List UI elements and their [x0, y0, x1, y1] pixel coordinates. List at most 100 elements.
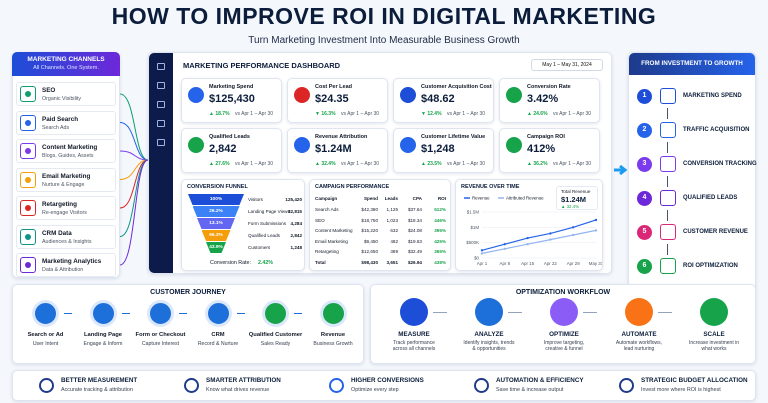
- kpi-card: Customer Acquisition Cost $48.62 ▼ 12.4% vs…: [393, 78, 494, 123]
- x-tick-label: May 31: [589, 261, 602, 266]
- kpi-icon: [188, 87, 204, 103]
- journey-step: Revenue: [320, 332, 346, 338]
- kpi-icon: [506, 137, 522, 153]
- channel-icon: [20, 143, 36, 159]
- table-cell: 395%: [434, 228, 446, 233]
- workflow-icon: [700, 298, 728, 326]
- workflow-icon: [475, 298, 503, 326]
- step-label: TRAFFIC ACQUISITION: [683, 127, 750, 133]
- channel-item: SEO Organic Visibility: [16, 82, 116, 106]
- funnel-value: 4,284: [290, 221, 303, 226]
- kpi-value: $1.24M: [315, 143, 352, 155]
- kpi-value: $125,430: [209, 93, 255, 105]
- kpi-label: Customer Acquisition Cost: [421, 84, 492, 90]
- channel-desc: Nurture & Engage: [42, 181, 85, 188]
- benefit-title: AUTOMATION & EFFICIENCY: [496, 377, 584, 384]
- journey-arrow: [294, 313, 302, 314]
- table-cell: 425%: [434, 238, 446, 244]
- y-tick-label: $1M: [470, 225, 479, 230]
- journey-icon: [262, 300, 289, 327]
- journey-icon: [147, 300, 174, 327]
- funnel-stage: 66.3%: [201, 230, 231, 241]
- point: [526, 243, 529, 246]
- step-number: 2: [637, 123, 652, 138]
- workflow-panel: OPTIMIZATION WORKFLOW MEASURE Track perfor…: [370, 284, 756, 364]
- growth-header: FROM INVESTMENT TO GROWTH: [629, 53, 755, 75]
- point: [503, 247, 506, 250]
- funnel-percent: 26.2%: [209, 208, 223, 214]
- step-label: CONVERSION TRACKING: [683, 161, 757, 167]
- sidebar-icon: [157, 101, 165, 108]
- funnel-stage: 43.9%: [206, 242, 226, 253]
- growth-title: FROM INVESTMENT TO GROWTH: [641, 60, 743, 67]
- subtitle: Turn Marketing Investment Into Measurabl…: [248, 35, 520, 46]
- channel-icon-dot: [25, 205, 31, 211]
- journey-arrow: [179, 313, 187, 314]
- channel-desc: Blogs, Guides, Assets: [42, 153, 94, 159]
- revenue-chart: Revenue Attributed Revenue $0 $500K $1M $1.5M…: [464, 196, 602, 266]
- x-tick-label: Apr 1: [477, 261, 488, 266]
- funnel-percent: 43.9%: [209, 244, 223, 250]
- workflow-step: ANALYZE: [474, 331, 504, 338]
- funnel-value: 1,248: [290, 245, 303, 250]
- channel-icon-dot: [25, 91, 31, 97]
- flow-arrow: [614, 164, 628, 176]
- x-tick-label: Apr 15: [521, 261, 534, 266]
- total-box: Total Revenue $1.24M ▲ 32.4%: [556, 186, 598, 210]
- step-number-text: 1: [642, 92, 647, 99]
- channel-name: Paid Search: [42, 115, 79, 123]
- funnel-stage: 100%: [188, 194, 244, 205]
- journey-step: Qualified Customer: [248, 332, 303, 338]
- workflow-arrow: [583, 312, 597, 313]
- point: [480, 249, 484, 252]
- chart-title: REVENUE OVER TIME: [461, 184, 520, 190]
- kpi-compare: vs Apr 1 – Apr 30: [553, 161, 592, 167]
- funnel-label: Landing Page Views: [248, 209, 290, 214]
- funnel-panel: CONVERSION FUNNEL 100% Visitors 125,420 26.2…: [181, 179, 305, 271]
- journey-icon: [204, 300, 232, 327]
- table-cell: $98,430: [361, 259, 378, 265]
- kpi-change: ▲ 27.6%: [209, 161, 230, 167]
- kpi-icon: [294, 87, 310, 103]
- journey-icon: [319, 300, 347, 327]
- journey-arrow: [64, 313, 72, 314]
- point: [594, 229, 598, 232]
- date-range: May 1 – May 31, 2024: [531, 59, 603, 71]
- workflow-icon: [625, 298, 653, 326]
- step-icon: [660, 258, 676, 274]
- revenue-panel: REVENUE OVER TIME Total Revenue $1.24M ▲ 32…: [455, 179, 603, 271]
- x-tick-label: Apr 22: [544, 261, 557, 266]
- table-cell: ROI: [437, 196, 446, 201]
- step-number-text: 6: [642, 262, 647, 269]
- funnel-stage: 13.1%: [197, 218, 235, 229]
- total-value: $1.24M: [561, 195, 587, 204]
- kpi-change: ▲ 18.7%: [209, 111, 230, 117]
- table-cell: 438%: [434, 259, 446, 265]
- kpi-change: ▲ 24.6%: [527, 111, 548, 117]
- connector: [119, 93, 149, 161]
- benefit-icon: [619, 378, 634, 393]
- table-cell: $18.34: [407, 217, 422, 223]
- table-cell: 1,023: [386, 217, 399, 223]
- benefit-desc: Optimize every step: [351, 387, 399, 393]
- journey-icon: [89, 300, 117, 327]
- workflow-step: SCALE: [703, 331, 725, 338]
- channel-icon-dot: [25, 262, 31, 268]
- benefit-title: BETTER MEASUREMENT: [61, 377, 138, 384]
- journey-icon: [32, 300, 59, 327]
- table-cell: 365%: [434, 249, 446, 254]
- kpi-label: Conversion Rate: [527, 84, 571, 90]
- step-label: QUALIFIED LEADS: [683, 195, 738, 201]
- funnel-value: 125,420: [285, 197, 302, 202]
- benefit-title: HIGHER CONVERSIONS: [351, 377, 424, 384]
- table-cell: CPA: [412, 196, 422, 201]
- x-tick-label: Apr 8: [500, 261, 511, 266]
- journey-step: Form or Checkout: [135, 332, 186, 338]
- table-cell: Email Marketing: [315, 238, 348, 244]
- table-cell: SEO: [315, 217, 325, 223]
- benefit-icon: [474, 378, 489, 393]
- step-number: 5: [637, 225, 652, 240]
- channel-name: SEO: [42, 87, 56, 94]
- point: [549, 232, 552, 235]
- kpi-change: ▼ 16.3%: [315, 111, 336, 117]
